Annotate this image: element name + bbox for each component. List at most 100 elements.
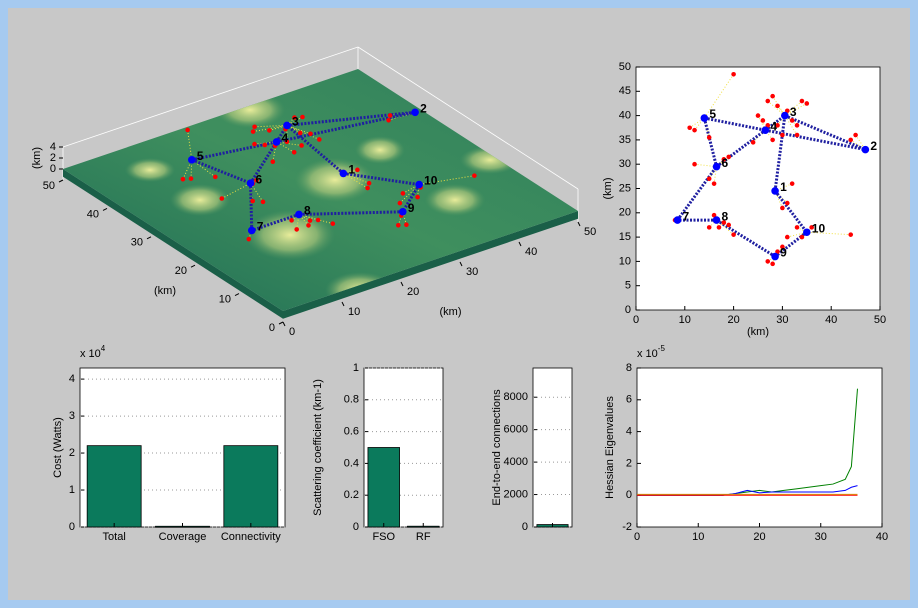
y-tick-label: 8000 <box>504 391 528 403</box>
user-point <box>785 235 790 240</box>
y-multiplier-exponent: -5 <box>658 344 666 353</box>
user-point <box>726 223 731 228</box>
x-tick-label: 50 <box>874 314 886 326</box>
user-point <box>848 232 853 237</box>
node <box>803 228 811 236</box>
y-tick-label: 10 <box>619 255 631 267</box>
node <box>415 181 423 189</box>
y-multiplier-base: x 10 <box>80 348 101 360</box>
x-tick-label: 0 <box>289 326 295 338</box>
y-tick-label: 50 <box>43 180 55 192</box>
x-tick-label: 20 <box>407 286 419 298</box>
x-axis-label: (km) <box>440 306 462 318</box>
node-label: 1 <box>348 163 355 177</box>
user-point <box>292 150 297 155</box>
y-tick-label: 0.6 <box>344 426 359 438</box>
user-point <box>800 235 805 240</box>
y-tick-label: 0.2 <box>344 489 359 501</box>
node-label: 4 <box>282 131 289 145</box>
user-point <box>761 118 766 123</box>
user-point <box>790 118 795 123</box>
user-point <box>472 173 477 178</box>
z-tick-label: 0 <box>50 163 56 175</box>
page: 0102030405001020304050024(km)(km)(km)123… <box>0 0 918 608</box>
user-point <box>853 133 858 138</box>
user-point <box>331 221 336 226</box>
node-label: 2 <box>420 101 427 115</box>
y-tick-label: 1 <box>353 362 359 374</box>
user-point <box>770 262 775 267</box>
user-point <box>308 131 313 136</box>
user-point <box>707 225 712 230</box>
user-point <box>765 259 770 264</box>
y-tick-label: 0 <box>522 521 528 533</box>
user-point <box>308 218 313 223</box>
node <box>411 108 419 116</box>
y-tick-label: 0 <box>625 304 631 316</box>
user-point <box>355 168 360 173</box>
user-point <box>386 118 391 123</box>
node <box>273 138 281 146</box>
node <box>283 122 291 130</box>
user-point <box>756 113 761 118</box>
y-tick-label: 1 <box>69 484 75 496</box>
y-tick-label: 15 <box>619 231 631 243</box>
node <box>862 146 870 154</box>
user-point <box>785 201 790 206</box>
bar <box>224 446 278 527</box>
user-point <box>795 133 800 138</box>
y-tick-label: 50 <box>619 61 631 73</box>
user-point <box>365 186 370 191</box>
node-label: 9 <box>408 201 415 215</box>
y-tick-label: 20 <box>175 265 187 277</box>
y-tick-label: 0 <box>269 322 275 334</box>
axes-background <box>637 368 882 527</box>
x-tick-label: 10 <box>348 306 360 318</box>
y-tick-label: 6 <box>626 394 632 406</box>
node <box>713 163 721 171</box>
x-tick-label: 30 <box>466 266 478 278</box>
user-point <box>800 99 805 104</box>
node-label: 7 <box>257 220 264 234</box>
node-label: 3 <box>292 115 299 129</box>
node-label: 7 <box>682 209 689 223</box>
x-tick-label: 20 <box>753 531 765 543</box>
user-point <box>263 143 268 148</box>
user-point <box>271 159 276 164</box>
y-axis-label: Scattering coefficient (km-1) <box>312 379 324 516</box>
user-point <box>712 181 717 186</box>
y-axis-label: (km) <box>154 285 176 297</box>
node-label: 10 <box>812 221 826 235</box>
y-tick-label: 8 <box>626 362 632 374</box>
y-tick-label: 5 <box>625 280 631 292</box>
y-tick-label: 25 <box>619 182 631 194</box>
y-tick-label: 3 <box>69 410 75 422</box>
user-point <box>299 143 304 148</box>
y-tick-label: -2 <box>622 521 632 533</box>
user-point <box>731 232 736 237</box>
x-tick-label: 40 <box>525 246 537 258</box>
user-point <box>848 138 853 143</box>
node-label: 9 <box>780 246 787 260</box>
user-point <box>289 218 294 223</box>
x-tick-label: 0 <box>634 531 640 543</box>
y-tick-label: 4 <box>69 373 75 385</box>
node <box>674 216 682 224</box>
z-tick-label: 2 <box>50 152 56 164</box>
x-tick-label: FSO <box>372 531 395 543</box>
user-point <box>294 227 299 232</box>
node-label: 5 <box>197 149 204 163</box>
y-tick-label: 4000 <box>504 456 528 468</box>
y-tick-label: 6000 <box>504 424 528 436</box>
node-label: 10 <box>424 174 438 188</box>
node <box>771 253 779 261</box>
node-label: 6 <box>256 172 263 186</box>
user-point <box>751 140 756 145</box>
node <box>247 179 255 187</box>
user-point <box>189 176 194 181</box>
user-point <box>251 129 256 134</box>
node-label: 8 <box>304 204 311 218</box>
user-point <box>795 225 800 230</box>
user-point <box>261 200 266 205</box>
x-tick-label: 10 <box>692 531 704 543</box>
